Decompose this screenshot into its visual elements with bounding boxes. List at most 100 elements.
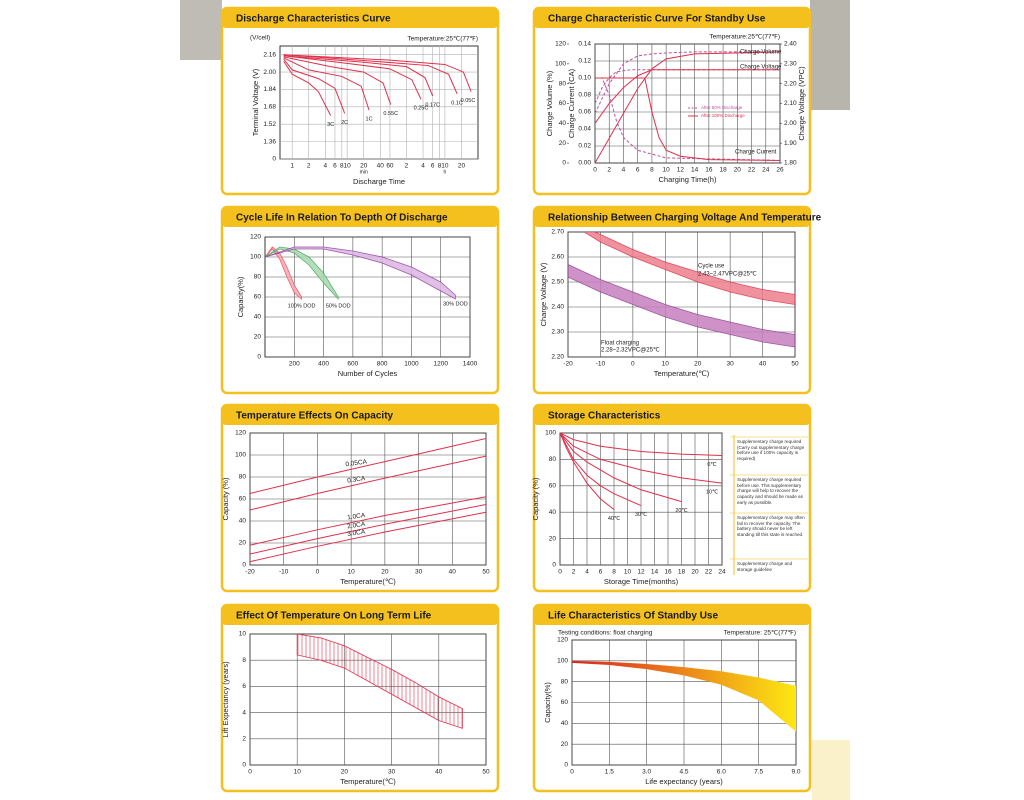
band — [265, 246, 456, 300]
panel-header — [534, 405, 810, 425]
note-box: Supplementary charge required (Carry out… — [737, 439, 804, 461]
note: Temperature:25℃(77℉) — [407, 36, 478, 43]
x-tick-label: 10 — [441, 163, 449, 170]
series-label: 10℃ — [706, 490, 719, 496]
x-tick-label: 10 — [662, 361, 670, 368]
note: Temperature: 25℃(77℉) — [724, 630, 796, 637]
x-tick-label: 8 — [340, 163, 344, 170]
y2-tick-label: 2.10 — [784, 100, 797, 107]
line — [250, 504, 486, 555]
photo-edge — [180, 0, 222, 60]
line — [595, 69, 780, 124]
series-label: 30℃ — [635, 512, 648, 518]
x-tick-label: 22 — [748, 167, 756, 174]
y2-tick-label: 2.40 — [784, 41, 797, 48]
series-label: 3.0CA — [347, 528, 367, 538]
photo-edge — [810, 0, 850, 110]
x-tick-label: 40 — [449, 569, 457, 576]
storage-note: Supplementary charge required before use… — [737, 477, 803, 505]
y-axis-label: Capacity (%) — [221, 477, 230, 520]
x-tick-label: 12 — [637, 569, 645, 576]
line — [283, 54, 472, 92]
y-tick-label: 0 — [552, 562, 556, 569]
y-axis-label: Charge Voltage (V) — [539, 262, 548, 326]
x-tick-label: 2 — [572, 569, 576, 576]
series-group — [572, 660, 796, 732]
x-axis-label: Number of Cycles — [338, 369, 398, 378]
series-name: Float charging — [601, 341, 639, 347]
storage-note: Supplementary charge and storage guideli… — [737, 561, 793, 572]
panel-title: Discharge Characteristics Curve — [236, 14, 391, 25]
line — [250, 496, 486, 546]
y-tick-label: 2.60 — [551, 254, 564, 261]
curve-label: Charge Current — [735, 150, 777, 156]
panel-header — [534, 8, 810, 28]
y3-tick-label: 60 — [559, 100, 567, 107]
x-tick-label: 200 — [289, 361, 300, 368]
y-tick-label: 1.52 — [263, 121, 276, 128]
y-tick-label: 80 — [239, 474, 247, 481]
y-axis-label: Capacity(%) — [543, 682, 552, 723]
line — [283, 60, 332, 116]
x-tick-label: 50 — [482, 569, 490, 576]
x-tick-label: 30 — [727, 361, 735, 368]
band — [296, 634, 463, 729]
plot-area — [594, 43, 781, 164]
y3-tick-label: 120 — [555, 41, 566, 48]
y-tick-label: 60 — [561, 699, 569, 706]
x-tick-label: 16 — [664, 569, 672, 576]
x-tick-label: -10 — [279, 569, 289, 576]
line — [595, 77, 780, 161]
series-label: 0.55C — [383, 111, 398, 117]
x-unit: h — [444, 169, 447, 175]
x-tick-label: 1000 — [404, 361, 419, 368]
y-tick-label: 20 — [254, 334, 262, 341]
y-tick-label: 0.04 — [578, 126, 591, 133]
panel-header — [534, 605, 810, 625]
y-tick-label: 0.14 — [578, 41, 591, 48]
series-label: 20℃ — [675, 508, 688, 514]
series-group — [568, 232, 795, 348]
y-tick-label: 0 — [242, 562, 246, 569]
x-tick-label: 2 — [607, 167, 611, 174]
x-tick-label: -10 — [596, 361, 606, 368]
panel-header — [534, 207, 810, 227]
y3-axis-label: Charge Volume (%) — [545, 70, 554, 136]
panel-title: Effect Of Temperature On Long Term Life — [236, 611, 432, 622]
y-tick-label: 4 — [242, 709, 246, 716]
y-tick-label: 0 — [564, 762, 568, 769]
panel-header — [222, 8, 498, 28]
y-tick-label: 60 — [254, 294, 262, 301]
x-tick-label: 14 — [691, 167, 699, 174]
y-tick-label: 0 — [257, 354, 261, 361]
x-tick-label: -20 — [245, 569, 255, 576]
y3-tick-label: 100 — [555, 61, 566, 68]
line — [595, 77, 780, 161]
x-tick-label: 30 — [388, 769, 396, 776]
x-tick-label: 16 — [705, 167, 713, 174]
y3-tick-label: 0 — [562, 160, 566, 167]
x-tick-label: 12 — [677, 167, 685, 174]
panel-header — [222, 605, 498, 625]
x-tick-label: 6 — [636, 167, 640, 174]
series-label: 1.0CA — [347, 512, 367, 522]
x-tick-label: 10 — [344, 163, 352, 170]
y-tick-label: 120 — [557, 637, 568, 644]
x-tick-label: 20 — [360, 163, 368, 170]
y-tick-label: 0.10 — [578, 75, 591, 82]
x-axis-label: Discharge Time — [353, 177, 405, 186]
y-tick-label: 2.40 — [551, 304, 564, 311]
plot-area — [279, 45, 479, 160]
y-tick-label: 40 — [239, 518, 247, 525]
y-tick-label: 0.06 — [578, 109, 591, 116]
x-tick-label: 14 — [651, 569, 659, 576]
y-tick-label: 10 — [239, 631, 247, 638]
x-tick-label: 10 — [348, 569, 356, 576]
series-label: 0.3CA — [347, 475, 367, 485]
x-tick-label: 40 — [377, 163, 385, 170]
legend-label: After 100% Discharge — [701, 113, 745, 118]
note-box: Supplementary charge and storage guideli… — [737, 561, 793, 572]
x-axis-label: Temperature(℃) — [654, 369, 710, 378]
panel-title: Cycle Life In Relation To Depth Of Disch… — [236, 213, 448, 224]
x-tick-label: 3.0 — [642, 769, 651, 776]
